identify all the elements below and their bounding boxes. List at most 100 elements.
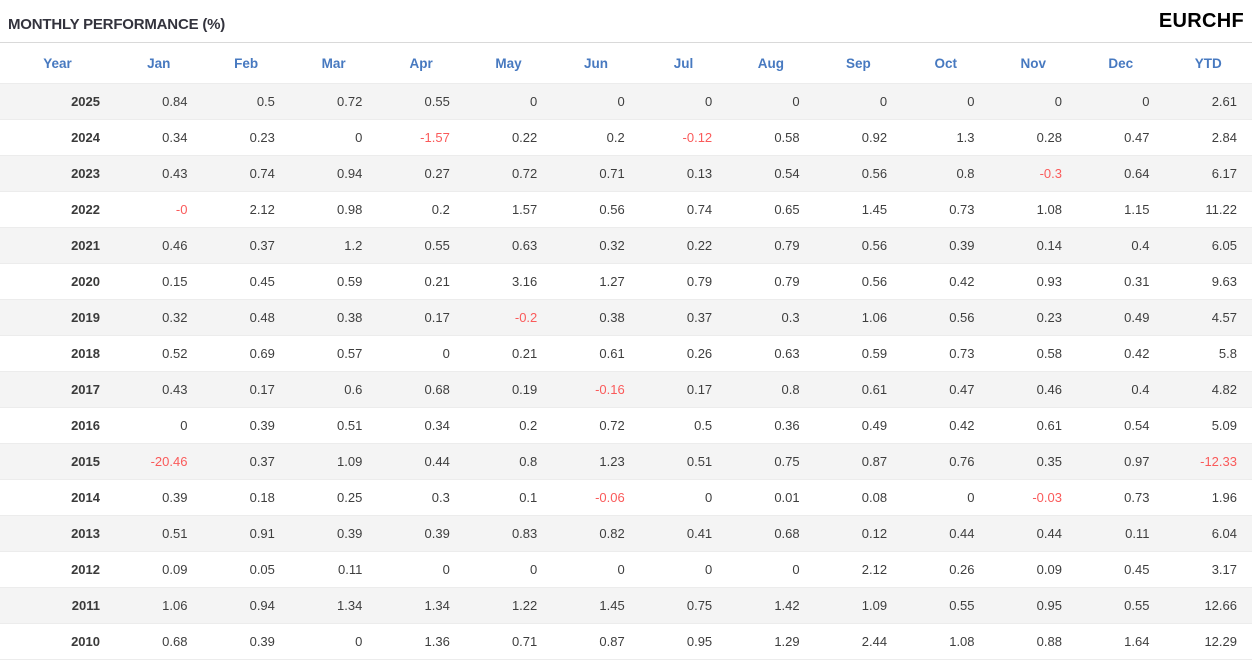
month-value-cell: 0.11: [1076, 515, 1165, 552]
month-value-cell: 0.88: [989, 623, 1077, 660]
month-value-cell: 0.43: [115, 371, 203, 408]
year-cell: 2010: [0, 623, 115, 660]
column-header-jul: Jul: [639, 42, 728, 84]
month-value-cell: -20.46: [115, 443, 203, 480]
month-value-cell: 0.46: [115, 227, 203, 264]
month-value-cell: 0.27: [377, 155, 465, 192]
month-value-cell: 0.93: [989, 263, 1077, 300]
month-value-cell: 0.61: [552, 335, 640, 372]
month-value-cell: 0.8: [902, 155, 990, 192]
month-value-cell: 0.63: [464, 227, 553, 264]
month-value-cell: 0.59: [814, 335, 903, 372]
month-value-cell: 0: [902, 479, 990, 516]
month-value-cell: 0.14: [989, 227, 1077, 264]
month-value-cell: 0.32: [115, 299, 203, 336]
month-value-cell: 0.37: [639, 299, 728, 336]
month-value-cell: 0.87: [552, 623, 640, 660]
monthly-performance-table: Year Jan Feb Mar Apr May Jun Jul Aug Sep Oct Nov Dec…: [0, 42, 1252, 660]
ytd-cell: 11.22: [1164, 191, 1252, 228]
month-value-cell: 0: [902, 83, 990, 120]
month-value-cell: 0.25: [289, 479, 378, 516]
month-value-cell: 0.73: [1076, 479, 1165, 516]
month-value-cell: 0.18: [202, 479, 290, 516]
column-header-sep: Sep: [814, 42, 903, 84]
month-value-cell: 0.21: [464, 335, 553, 372]
year-cell: 2011: [0, 587, 115, 624]
month-value-cell: 0.54: [1076, 407, 1165, 444]
table-row: 2022 -0 2.12 0.98 0.2 1.57 0.56 0.74 0.65 1.45 0.7…: [0, 191, 1252, 228]
month-value-cell: 0: [639, 551, 728, 588]
month-value-cell: 0.51: [639, 443, 728, 480]
month-value-cell: 0.42: [902, 263, 990, 300]
month-value-cell: 0.19: [464, 371, 553, 408]
month-value-cell: 0: [464, 551, 553, 588]
month-value-cell: 0.39: [202, 623, 290, 660]
month-value-cell: -0.16: [552, 371, 640, 408]
month-value-cell: 0.6: [289, 371, 378, 408]
month-value-cell: 0.82: [552, 515, 640, 552]
month-value-cell: 0.55: [377, 227, 465, 264]
month-value-cell: 0.4: [1076, 371, 1165, 408]
month-value-cell: 0.22: [464, 119, 553, 156]
month-value-cell: 1.2: [289, 227, 378, 264]
month-value-cell: 0.68: [115, 623, 203, 660]
month-value-cell: 1.23: [552, 443, 640, 480]
month-value-cell: 0.76: [902, 443, 990, 480]
month-value-cell: 0.22: [639, 227, 728, 264]
month-value-cell: 0.2: [464, 407, 553, 444]
month-value-cell: 0: [639, 83, 728, 120]
month-value-cell: 0.83: [464, 515, 553, 552]
ytd-cell: 9.63: [1164, 263, 1252, 300]
table-row: 2020 0.15 0.45 0.59 0.21 3.16 1.27 0.79 0.79 0.56…: [0, 263, 1252, 300]
month-value-cell: 0.95: [989, 587, 1077, 624]
month-value-cell: 0.39: [902, 227, 990, 264]
month-value-cell: 0.75: [727, 443, 815, 480]
month-value-cell: 0.55: [377, 83, 465, 120]
widget-header: MONTHLY PERFORMANCE (%) EURCHF: [0, 0, 1252, 42]
month-value-cell: 0.91: [202, 515, 290, 552]
month-value-cell: 0: [289, 119, 378, 156]
month-value-cell: 0.44: [989, 515, 1077, 552]
year-cell: 2018: [0, 335, 115, 372]
month-value-cell: 0.5: [202, 83, 290, 120]
month-value-cell: 0.72: [464, 155, 553, 192]
month-value-cell: 0.39: [115, 479, 203, 516]
month-value-cell: 2.44: [814, 623, 903, 660]
month-value-cell: 2.12: [202, 191, 290, 228]
month-value-cell: 0.75: [639, 587, 728, 624]
page-title: MONTHLY PERFORMANCE (%): [8, 16, 226, 33]
table-row: 2021 0.46 0.37 1.2 0.55 0.63 0.32 0.22 0.79 0.56 0…: [0, 227, 1252, 264]
ytd-cell: 2.84: [1164, 119, 1252, 156]
ytd-cell: 5.8: [1164, 335, 1252, 372]
month-value-cell: 0.73: [902, 335, 990, 372]
month-value-cell: 0.1: [464, 479, 553, 516]
month-value-cell: 0.37: [202, 227, 290, 264]
month-value-cell: 0.46: [989, 371, 1077, 408]
month-value-cell: 0.64: [1076, 155, 1165, 192]
month-value-cell: 0: [814, 83, 903, 120]
month-value-cell: 0.8: [727, 371, 815, 408]
table-row: 2010 0.68 0.39 0 1.36 0.71 0.87 0.95 1.29 2.44 1.0…: [0, 623, 1252, 660]
column-header-feb: Feb: [202, 42, 290, 84]
month-value-cell: 0.4: [1076, 227, 1165, 264]
month-value-cell: 0.37: [202, 443, 290, 480]
month-value-cell: 3.16: [464, 263, 553, 300]
column-header-nov: Nov: [989, 42, 1077, 84]
month-value-cell: 0.09: [989, 551, 1077, 588]
column-header-ytd: YTD: [1164, 42, 1252, 84]
month-value-cell: 0.38: [289, 299, 378, 336]
year-cell: 2020: [0, 263, 115, 300]
month-value-cell: 0.61: [814, 371, 903, 408]
month-value-cell: 1.45: [552, 587, 640, 624]
month-value-cell: 0.61: [989, 407, 1077, 444]
month-value-cell: -0.03: [989, 479, 1077, 516]
month-value-cell: 0.2: [552, 119, 640, 156]
column-header-dec: Dec: [1076, 42, 1165, 84]
month-value-cell: -0.06: [552, 479, 640, 516]
month-value-cell: 0.79: [639, 263, 728, 300]
column-header-mar: Mar: [289, 42, 378, 84]
month-value-cell: 0.8: [464, 443, 553, 480]
month-value-cell: 0.26: [902, 551, 990, 588]
year-cell: 2021: [0, 227, 115, 264]
month-value-cell: 0.39: [289, 515, 378, 552]
